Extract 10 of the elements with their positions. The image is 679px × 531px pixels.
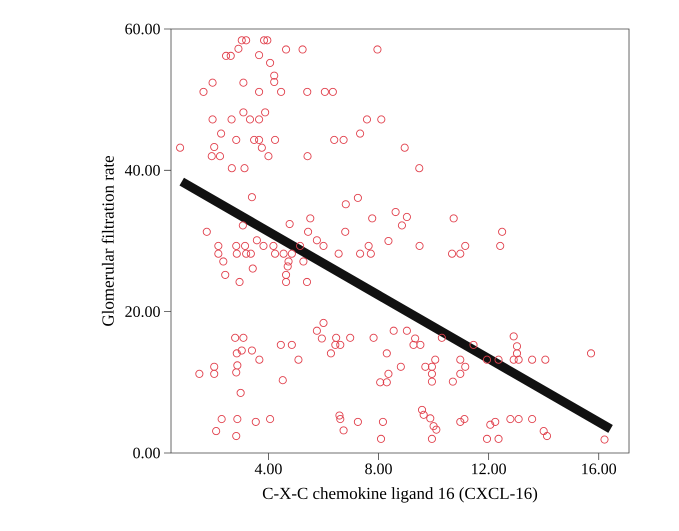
x-tick-label: 16.00 xyxy=(582,464,616,474)
y-tick-label: 60.00 xyxy=(125,24,160,34)
x-axis-title: C-X-C chemokine ligand 16 (CXCL-16) xyxy=(262,487,538,503)
x-tick-label: 4.00 xyxy=(254,464,282,474)
x-tick-label: 12.00 xyxy=(472,464,506,474)
y-tick-label: 20.00 xyxy=(125,306,160,318)
y-axis-title: Glomerular filtration rate xyxy=(102,156,114,326)
y-tick-label: 40.00 xyxy=(124,164,160,176)
x-tick-label: 8.00 xyxy=(365,464,392,474)
y-tick-label: 0.00 xyxy=(133,448,160,458)
